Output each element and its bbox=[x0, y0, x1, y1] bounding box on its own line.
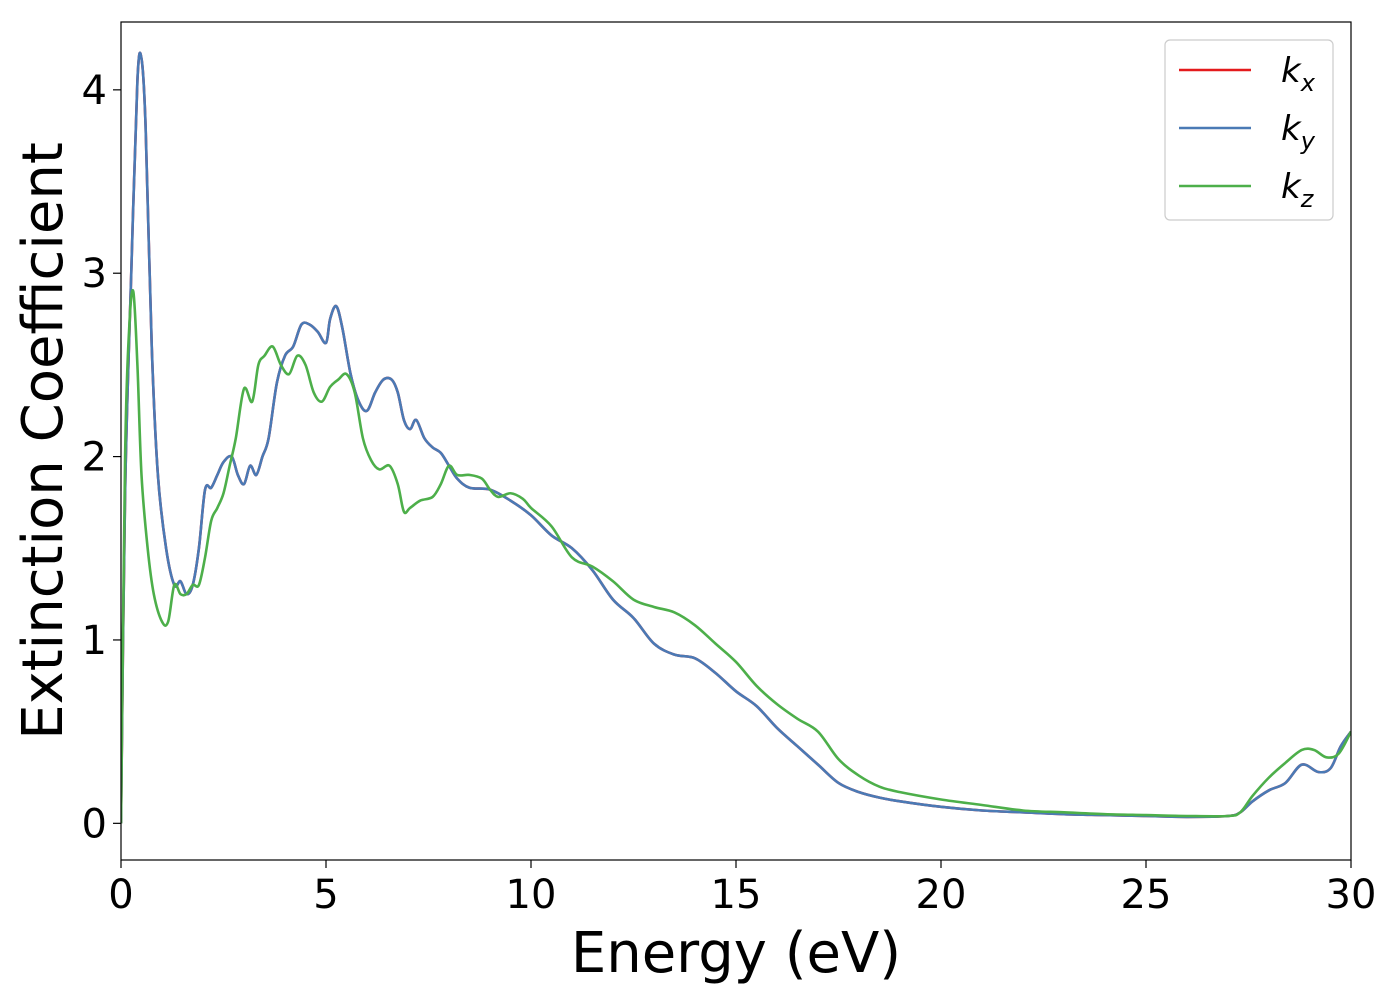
x-tick-label: 25 bbox=[1121, 872, 1172, 918]
x-tick-label: 20 bbox=[916, 872, 967, 918]
y-tick-label: 1 bbox=[82, 618, 107, 664]
y-tick-label: 4 bbox=[82, 68, 107, 114]
x-axis: 0 5 10 15 20 25 30 bbox=[108, 860, 1376, 918]
y-tick-label: 3 bbox=[82, 251, 107, 297]
x-axis-label: Energy (eV) bbox=[571, 921, 901, 986]
series-line-kz bbox=[121, 288, 1351, 824]
series-layer bbox=[121, 51, 1351, 824]
legend-box bbox=[1164, 39, 1334, 221]
x-tick-label: 5 bbox=[313, 872, 338, 918]
y-tick-label: 2 bbox=[82, 435, 107, 481]
x-tick-label: 30 bbox=[1326, 872, 1377, 918]
legend-label-kz: kz bbox=[1281, 167, 1315, 213]
y-axis-label: Extinction Coefficient bbox=[11, 142, 76, 740]
legend-label-kx: kx bbox=[1281, 51, 1316, 97]
legend-label-ky: ky bbox=[1281, 109, 1316, 155]
x-tick-label: 15 bbox=[711, 872, 762, 918]
y-axis: 0 1 2 3 4 bbox=[82, 68, 121, 847]
legend: kx ky kz bbox=[1164, 39, 1334, 221]
x-tick-label: 10 bbox=[506, 872, 557, 918]
y-tick-label: 0 bbox=[82, 801, 107, 847]
x-tick-label: 0 bbox=[108, 872, 133, 918]
series-line-ky bbox=[121, 51, 1351, 824]
